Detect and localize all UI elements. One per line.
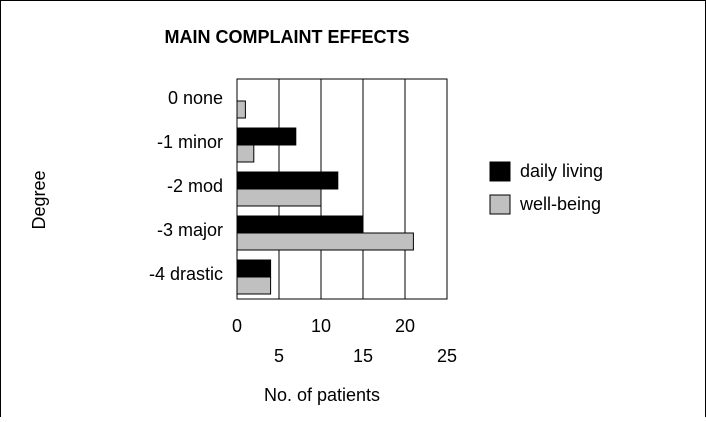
y-tick-label: -4 drastic <box>149 264 223 284</box>
bar <box>236 127 297 146</box>
legend-label: daily living <box>520 161 603 181</box>
x-tick-label: 10 <box>311 316 331 336</box>
bar <box>236 276 272 295</box>
x-tick-label: 20 <box>395 316 415 336</box>
x-tick-label: 15 <box>353 346 373 366</box>
y-tick-label: -2 mod <box>167 176 223 196</box>
x-tick-label: 5 <box>274 346 284 366</box>
y-axis-label: Degree <box>29 170 49 229</box>
bar <box>236 144 255 163</box>
bar <box>236 100 246 119</box>
bar <box>236 259 272 278</box>
x-axis-label: No. of patients <box>264 385 380 405</box>
bar <box>236 215 364 234</box>
legend-swatch <box>489 194 511 215</box>
y-tick-label: -1 minor <box>157 132 223 152</box>
y-tick-label: -3 major <box>157 220 223 240</box>
legend-swatch <box>489 161 511 182</box>
y-tick-label: 0 none <box>168 88 223 108</box>
x-tick-label: 0 <box>232 316 242 336</box>
bar <box>236 232 414 251</box>
chart-title: MAIN COMPLAINT EFFECTS <box>165 27 410 47</box>
x-tick-label: 25 <box>437 346 457 366</box>
legend-label: well-being <box>519 194 601 214</box>
bar <box>236 171 339 190</box>
bar <box>236 188 322 207</box>
